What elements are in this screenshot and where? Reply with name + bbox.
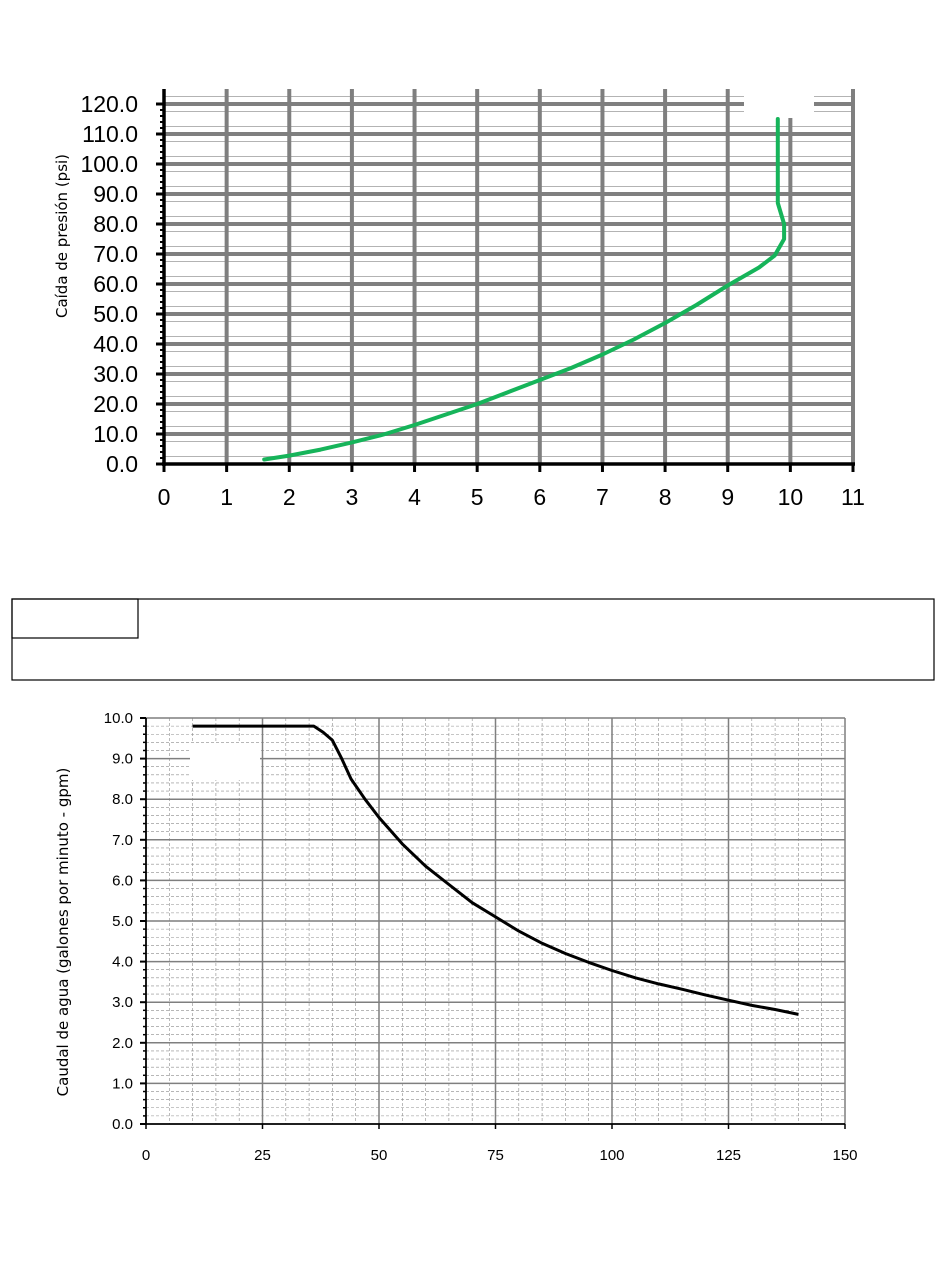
- y-tick-label: 10.0: [104, 710, 133, 727]
- y-tick-label: 1.0: [112, 1075, 133, 1092]
- x-tick-label: 4: [408, 484, 421, 510]
- y-tick-label: 50.0: [93, 301, 138, 327]
- y-tick-label: 120.0: [80, 91, 138, 117]
- x-tick-label: 2: [283, 484, 296, 510]
- x-tick-label: 3: [346, 484, 359, 510]
- x-tick-label: 8: [659, 484, 672, 510]
- y-tick-label: 90.0: [93, 181, 138, 207]
- water-flow-line: [192, 724, 799, 1016]
- y-tick-label: 9.0: [112, 751, 133, 768]
- x-tick-label: 150: [832, 1147, 857, 1164]
- y-tick-label: 7.0: [112, 832, 133, 849]
- pressure-drop-chart: 0.0 10.0 20.0 30.0 40.0 50.0 60.0 70.0 80.0 90.0 1…: [53, 86, 865, 510]
- x-tick-label: 25: [254, 1147, 271, 1164]
- water-flow-chart: 0.0 1.0 2.0 3.0 4.0 5.0 6.0 7.0 8.0 9.0 10.0 0 25 50 7…: [54, 710, 858, 1164]
- x-tick-label: 125: [716, 1147, 741, 1164]
- y-tick-label: 6.0: [112, 872, 133, 889]
- y-tick-label: 40.0: [93, 331, 138, 357]
- x-tick-label: 75: [487, 1147, 504, 1164]
- y-tick-label: 110.0: [82, 121, 138, 147]
- x-tick-label: 5: [471, 484, 484, 510]
- y-tick-label: 3.0: [112, 994, 133, 1011]
- x-tick-label: 10: [778, 484, 804, 510]
- y-tick-label: 5.0: [112, 913, 133, 930]
- x-tick-label: 50: [371, 1147, 388, 1164]
- legend-patch: [190, 743, 260, 780]
- x-tick-label: 11: [841, 484, 865, 510]
- x-tick-label: 6: [533, 484, 546, 510]
- y-axis-label: Caída de presión (psi): [53, 154, 71, 318]
- y-tick-label: 80.0: [93, 211, 138, 237]
- pressure-drop-line: [262, 117, 787, 462]
- y-tick-label: 2.0: [112, 1035, 133, 1052]
- y-tick-label: 4.0: [112, 954, 133, 971]
- y-tick-label: 20.0: [93, 391, 138, 417]
- y-tick-label: 70.0: [93, 241, 138, 267]
- caption-box-label-cell: [11, 598, 139, 639]
- y-tick-label: 10.0: [93, 421, 138, 447]
- x-tick-label: 0: [158, 484, 171, 510]
- y-tick-label: 8.0: [112, 791, 133, 808]
- x-tick-label: 1: [220, 484, 233, 510]
- x-tick-label: 100: [599, 1147, 624, 1164]
- y-tick-label: 0.0: [112, 1116, 133, 1133]
- x-tick-label: 0: [142, 1147, 150, 1164]
- caption-box: [11, 598, 935, 681]
- y-tick-label: 30.0: [93, 361, 138, 387]
- x-tick-label: 7: [596, 484, 609, 510]
- legend-patch: [744, 86, 814, 118]
- x-tick-label: 9: [721, 484, 734, 510]
- y-tick-label: 100.0: [80, 151, 138, 177]
- y-tick-label: 0.0: [106, 451, 138, 477]
- caption-box-outline: [11, 598, 935, 681]
- y-axis-label: Caudal de agua (galones por minuto - gpm…: [54, 768, 72, 1097]
- y-tick-label: 60.0: [93, 271, 138, 297]
